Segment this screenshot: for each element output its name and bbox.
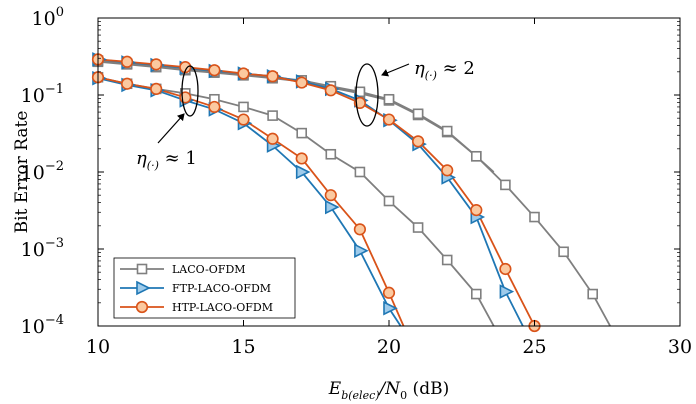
data-point-htp-laco-ofdm — [266, 132, 279, 145]
annotation-arrow-2 — [381, 63, 410, 77]
data-point-laco-ofdm — [529, 211, 540, 223]
x-tick-label: 30 — [668, 336, 692, 358]
data-point-laco-ofdm — [354, 166, 366, 178]
data-point-htp-laco-ofdm — [470, 204, 483, 217]
data-point-laco-ofdm — [325, 148, 337, 160]
y-tick-label: 10−1 — [21, 82, 64, 107]
data-point-ftp-laco-ofdm — [325, 199, 340, 215]
y-axis-title: Bit Error Rate — [12, 111, 32, 234]
data-point-laco-ofdm — [412, 222, 424, 233]
data-point-htp-laco-ofdm — [237, 113, 250, 126]
data-point-htp-laco-ofdm — [382, 113, 396, 126]
series-line-htp-laco-ofdm-1 — [98, 58, 536, 326]
data-point-laco-ofdm — [558, 246, 569, 258]
data-point-htp-laco-ofdm — [266, 70, 279, 83]
series-markers — [91, 52, 599, 333]
data-point-htp-laco-ofdm — [150, 58, 163, 71]
data-point-laco-ofdm — [238, 101, 249, 113]
axis-ticks — [97, 17, 681, 327]
data-point-ftp-laco-ofdm — [383, 300, 398, 316]
annotation-arrow-1 — [157, 113, 185, 144]
data-point-laco-ofdm — [470, 288, 482, 300]
data-point-laco-ofdm — [383, 195, 395, 207]
data-point-htp-laco-ofdm — [295, 152, 308, 165]
data-point-htp-laco-ofdm — [150, 82, 163, 96]
annotation-label-2: η(·) ≈ 2 — [414, 58, 475, 82]
x-tick-label: 15 — [231, 336, 255, 358]
y-tick-label: 10−3 — [21, 236, 64, 261]
data-point-htp-laco-ofdm — [441, 164, 454, 177]
data-point-laco-ofdm — [470, 150, 482, 162]
data-point-htp-laco-ofdm — [412, 135, 425, 148]
data-point-htp-laco-ofdm — [120, 77, 134, 90]
legend-marker — [136, 263, 148, 275]
data-point-htp-laco-ofdm — [499, 262, 512, 276]
data-point-laco-ofdm — [296, 127, 308, 139]
y-tick-label: 10−4 — [21, 313, 64, 338]
data-point-ftp-laco-ofdm — [499, 284, 515, 299]
x-tick-label: 10 — [86, 336, 110, 358]
data-point-htp-laco-ofdm — [324, 84, 337, 97]
legend-marker — [136, 280, 151, 296]
data-point-htp-laco-ofdm — [208, 64, 221, 77]
data-point-ftp-laco-ofdm — [295, 164, 311, 180]
legend-marker — [135, 300, 149, 314]
data-point-htp-laco-ofdm — [382, 286, 396, 299]
annotations: η(·) ≈ 1 η(·) ≈ 2 — [136, 58, 475, 172]
data-point-laco-ofdm — [441, 125, 453, 137]
annotation-ellipse-2 — [355, 63, 379, 127]
data-point-ftp-laco-ofdm — [354, 243, 369, 259]
data-point-htp-laco-ofdm — [353, 223, 367, 236]
data-point-laco-ofdm — [267, 110, 278, 121]
legend-label: HTP-LACO-OFDM — [172, 301, 273, 314]
x-axis-title: Eb(elec)/N0 (dB) — [328, 379, 449, 402]
data-point-laco-ofdm — [412, 108, 424, 120]
legend-label: FTP-LACO-OFDM — [172, 282, 271, 295]
data-point-laco-ofdm — [587, 288, 599, 300]
data-point-htp-laco-ofdm — [295, 76, 308, 89]
data-point-laco-ofdm — [383, 93, 395, 105]
legend: LACO-OFDM FTP-LACO-OFDM HTP-LACO-OFDM — [113, 257, 296, 319]
data-point-htp-laco-ofdm — [324, 189, 337, 202]
legend-label: LACO-OFDM — [172, 263, 246, 276]
annotation-ellipse-1 — [181, 65, 199, 117]
data-point-htp-laco-ofdm — [120, 55, 134, 68]
annotation-label-1: η(·) ≈ 1 — [136, 148, 197, 172]
data-point-laco-ofdm — [441, 254, 453, 266]
data-point-htp-laco-ofdm — [208, 100, 221, 114]
data-point-laco-ofdm — [500, 179, 511, 191]
y-tick-label: 100 — [32, 5, 64, 30]
data-point-htp-laco-ofdm — [237, 67, 250, 80]
x-tick-label: 25 — [522, 336, 546, 358]
x-tick-label: 20 — [377, 336, 401, 358]
